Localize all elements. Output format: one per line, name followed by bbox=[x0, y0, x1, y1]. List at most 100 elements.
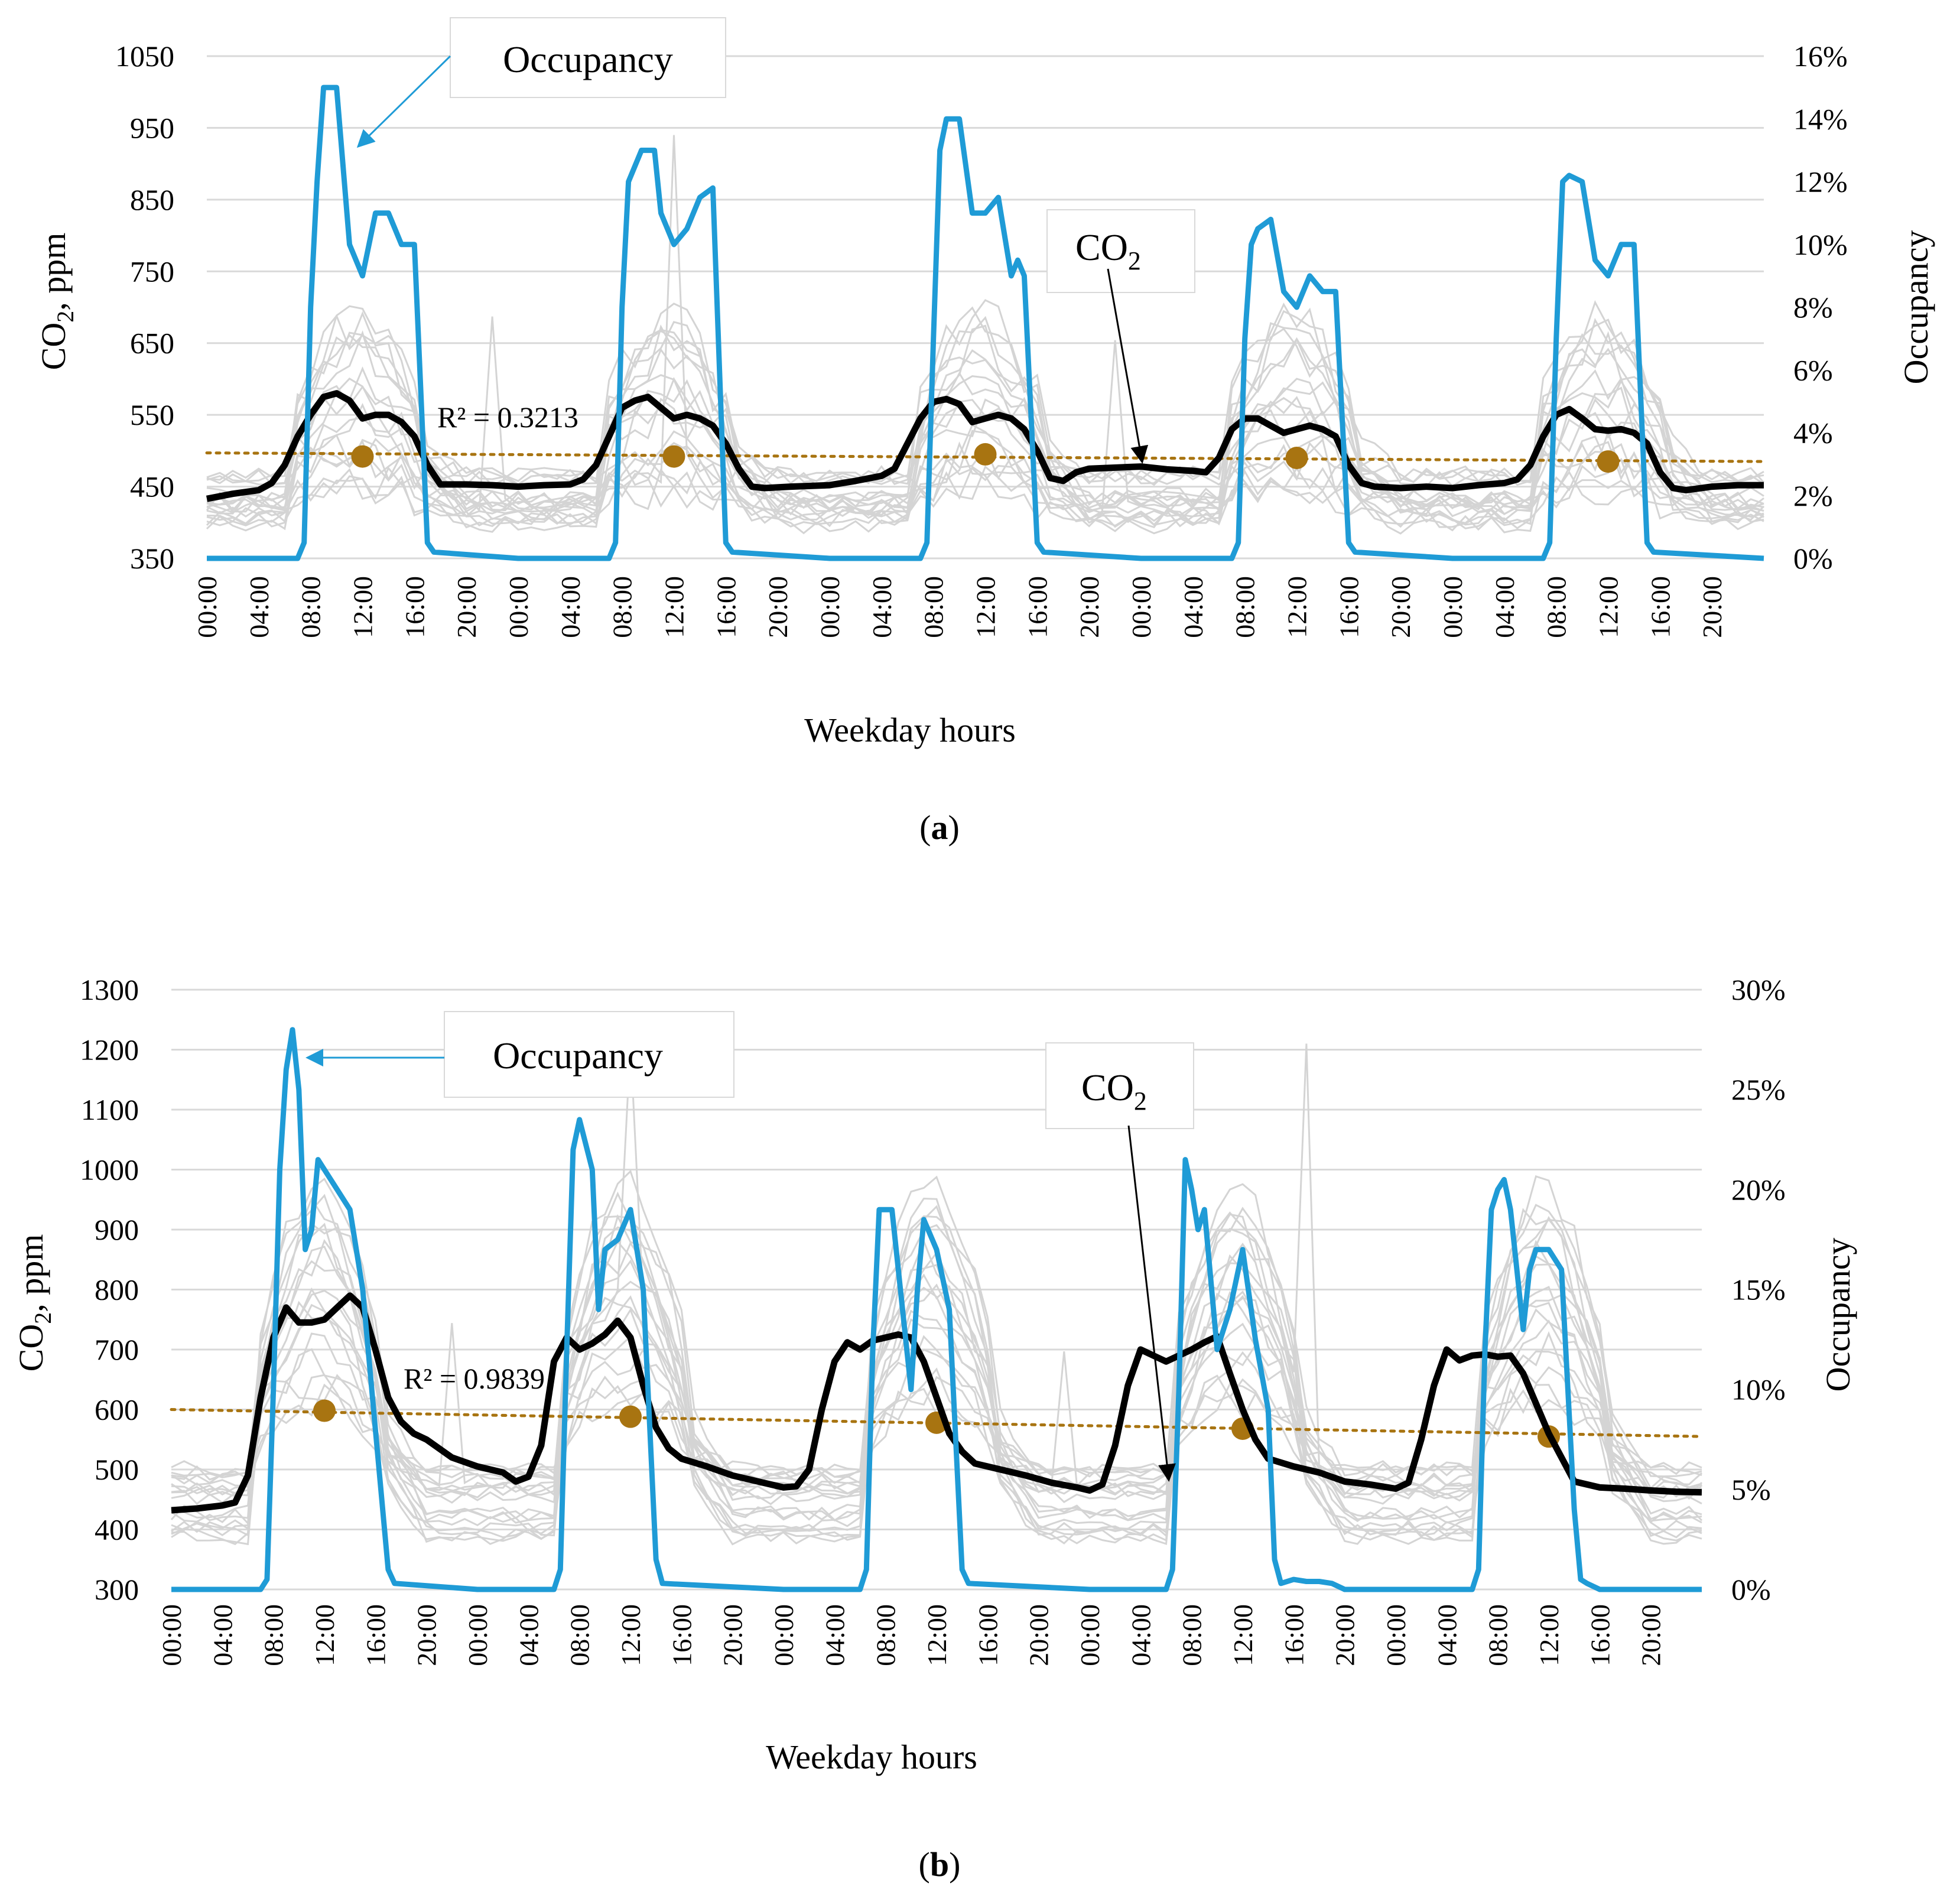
co2-callout-sub: 2 bbox=[1134, 1087, 1147, 1116]
x-tick-label: 00:00 bbox=[1075, 1604, 1105, 1666]
x-tick-label: 12:00 bbox=[971, 576, 1001, 638]
x-tick-label: 00:00 bbox=[192, 576, 222, 638]
sensor-co2-lines bbox=[170, 1043, 1703, 1546]
x-tick-label: 04:00 bbox=[555, 576, 586, 638]
right-tick-label: 16% bbox=[1793, 40, 1848, 73]
left-tick-label: 800 bbox=[95, 1273, 139, 1306]
x-axis-title: Weekday hours bbox=[804, 711, 1016, 749]
x-tick-label: 16:00 bbox=[360, 1604, 391, 1666]
x-tick-label: 04:00 bbox=[207, 1604, 238, 1666]
sensor-line bbox=[171, 1191, 1702, 1481]
occupancy-callout: Occupancy bbox=[356, 17, 726, 148]
y-axis-title-unit: , ppm bbox=[34, 233, 73, 311]
right-tick-label: 4% bbox=[1793, 417, 1833, 450]
co2-callout-box bbox=[1045, 1042, 1194, 1129]
occupancy-callout-label: Occupancy bbox=[503, 38, 673, 80]
x-axis-ticks: 00:00 04:00 08:00 12:00 16:00 20:00 00:00 04:00… bbox=[157, 1604, 1666, 1666]
x-tick-label: 00:00 bbox=[1381, 1604, 1411, 1666]
left-tick-label: 600 bbox=[95, 1393, 139, 1426]
x-tick-label: 20:00 bbox=[1697, 576, 1727, 638]
right-tick-label: 14% bbox=[1793, 102, 1848, 135]
right-tick-label: 15% bbox=[1731, 1273, 1786, 1306]
x-tick-label: 08:00 bbox=[1483, 1604, 1513, 1666]
panel-label-a-letter: a bbox=[931, 808, 948, 847]
panel-label-a-open: ( bbox=[919, 808, 931, 847]
x-tick-label: 12:00 bbox=[659, 576, 690, 638]
x-tick-label: 08:00 bbox=[259, 1604, 289, 1666]
x-tick-label: 12:00 bbox=[1228, 1604, 1258, 1666]
y-axis-title-sub: 2 bbox=[30, 1312, 56, 1324]
y-axis-title-right: Occupancy bbox=[1897, 230, 1935, 385]
daily-mean-markers bbox=[351, 443, 1620, 473]
occupancy-callout-arrow bbox=[356, 55, 451, 148]
sensor-line bbox=[171, 1347, 1702, 1532]
left-axis-ticks: 350 450 550 650 750 850 950 1050 bbox=[115, 40, 174, 575]
left-tick-label: 700 bbox=[95, 1333, 139, 1366]
x-tick-label: 04:00 bbox=[1126, 1604, 1156, 1666]
x-tick-label: 20:00 bbox=[412, 1604, 442, 1666]
right-tick-label: 25% bbox=[1731, 1073, 1786, 1106]
occupancy-callout-box bbox=[450, 17, 726, 98]
r-squared-label: R² = 0.3213 bbox=[437, 401, 578, 434]
left-tick-label: 650 bbox=[130, 327, 174, 360]
x-tick-label: 16:00 bbox=[973, 1604, 1003, 1666]
occupancy-callout: Occupancy bbox=[305, 1011, 734, 1098]
right-tick-label: 8% bbox=[1793, 291, 1833, 324]
co2-callout-label: CO2 bbox=[1081, 1067, 1147, 1116]
left-tick-label: 1300 bbox=[80, 973, 139, 1006]
x-tick-label: 08:00 bbox=[871, 1604, 901, 1666]
x-tick-label: 12:00 bbox=[1594, 576, 1624, 638]
co2-callout-co: CO bbox=[1081, 1067, 1134, 1108]
x-tick-label: 12:00 bbox=[1534, 1604, 1564, 1666]
left-tick-label: 1050 bbox=[115, 40, 174, 73]
x-tick-label: 12:00 bbox=[1282, 576, 1312, 638]
x-axis-ticks: 00:00 04:00 08:00 12:00 16:00 20:00 00:00 04:00… bbox=[192, 576, 1727, 638]
co2-callout: CO2 bbox=[1045, 1042, 1194, 1482]
co2-callout-box bbox=[1046, 209, 1195, 293]
x-tick-label: 08:00 bbox=[607, 576, 638, 638]
sensor-line bbox=[171, 1273, 1702, 1490]
right-axis-ticks: 0% 2% 4% 6% 8% 10% 12% 14% 16% bbox=[1793, 40, 1848, 575]
x-tick-label: 12:00 bbox=[348, 576, 378, 638]
x-tick-label: 20:00 bbox=[763, 576, 793, 638]
panel-label-b-open: ( bbox=[919, 1845, 930, 1884]
sensor-co2-lines bbox=[206, 135, 1765, 535]
x-tick-label: 08:00 bbox=[1177, 1604, 1207, 1666]
x-tick-label: 08:00 bbox=[1230, 576, 1260, 638]
left-tick-label: 1100 bbox=[81, 1093, 139, 1126]
occupancy-line bbox=[207, 84, 1764, 561]
right-tick-label: 30% bbox=[1731, 973, 1786, 1006]
left-tick-label: 1000 bbox=[80, 1153, 139, 1186]
co2-callout-arrow bbox=[1127, 1125, 1176, 1482]
panel-label-a-close: ) bbox=[948, 808, 960, 847]
x-tick-label: 00:00 bbox=[157, 1604, 187, 1666]
x-tick-label: 20:00 bbox=[1024, 1604, 1054, 1666]
x-tick-label: 04:00 bbox=[244, 576, 274, 638]
right-tick-label: 0% bbox=[1731, 1573, 1771, 1606]
left-tick-label: 950 bbox=[130, 111, 174, 144]
x-tick-label: 16:00 bbox=[667, 1604, 697, 1666]
x-tick-label: 16:00 bbox=[1279, 1604, 1309, 1666]
left-tick-label: 1200 bbox=[80, 1033, 139, 1067]
left-tick-label: 550 bbox=[130, 398, 174, 431]
co2-callout-co: CO bbox=[1075, 226, 1128, 268]
y-axis-title-sub: 2 bbox=[52, 311, 79, 323]
right-axis-ticks: 0% 5% 10% 15% 20% 25% 30% bbox=[1731, 973, 1786, 1606]
x-tick-label: 16:00 bbox=[1645, 576, 1675, 638]
chart-panel-b: 300 400 500 600 700 800 900 1000 1100 1200 1300 0%… bbox=[12, 973, 1857, 1884]
panel-label-b: (b) bbox=[919, 1845, 961, 1884]
daily-mean-point bbox=[1597, 450, 1620, 473]
occupancy-callout-label: Occupancy bbox=[493, 1035, 663, 1077]
daily-mean-point bbox=[313, 1399, 336, 1422]
x-tick-label: 04:00 bbox=[1178, 576, 1208, 638]
sensor-line bbox=[171, 1254, 1702, 1506]
x-tick-label: 08:00 bbox=[565, 1604, 595, 1666]
left-tick-label: 500 bbox=[95, 1453, 139, 1486]
occupancy-series bbox=[207, 84, 1764, 561]
x-axis-title: Weekday hours bbox=[766, 1738, 977, 1776]
x-tick-label: 00:00 bbox=[1126, 576, 1156, 638]
panel-label-b-close: ) bbox=[949, 1845, 960, 1884]
x-tick-label: 00:00 bbox=[1438, 576, 1468, 638]
co2-callout-label: CO2 bbox=[1075, 226, 1141, 275]
x-tick-label: 04:00 bbox=[867, 576, 897, 638]
